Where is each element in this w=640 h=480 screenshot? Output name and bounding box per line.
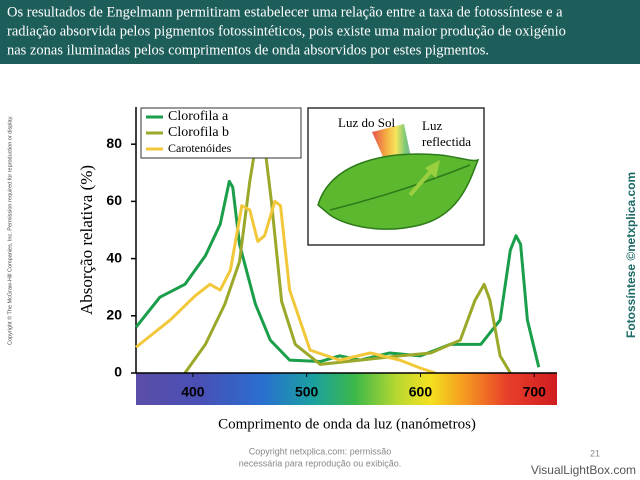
header-band (0, 0, 640, 64)
header-text: radiação absorvida pelos pigmentos fotos… (7, 23, 566, 39)
series-line (183, 131, 512, 374)
x-tick-label: 400 (181, 384, 205, 400)
page-number: 21 (590, 448, 600, 458)
side-copyright: Copyright © The McGraw-Hill Companies, I… (6, 115, 13, 345)
y-tick-label: 40 (106, 249, 122, 265)
x-tick-label: 700 (523, 384, 547, 400)
inset-reflected-label: reflectida (422, 134, 471, 149)
y-axis-label: Absorção relativa (%) (77, 165, 96, 315)
x-axis-label: Comprimento de onda da luz (nanómetros) (218, 416, 476, 432)
x-tick-label: 500 (295, 384, 319, 400)
y-tick-label: 0 (114, 364, 122, 380)
inset-reflected-label: Luz (422, 118, 442, 133)
legend-box (140, 107, 302, 159)
legend-label: Carotenóides (168, 141, 232, 155)
header-text: Os resultados de Engelmann permitiram es… (7, 4, 563, 20)
chart: 0 20 40 60 80 400 500 600 700 Comprimento de onda… (77, 107, 557, 432)
y-tick-label: 60 (106, 192, 122, 208)
y-tick-label: 20 (106, 306, 122, 322)
inset-sun-label: Luz do Sol (338, 115, 395, 130)
series-line (135, 199, 436, 375)
footer-text: Copyright netxplica.com: permissão (249, 446, 392, 456)
legend-label: Clorofila a (168, 109, 229, 124)
series-line (134, 179, 541, 368)
x-tick-label: 600 (409, 384, 433, 400)
spectrum-bar (136, 373, 557, 405)
side-brand: Fotossíntese ©netxplica.com (624, 172, 638, 338)
y-tick-label: 80 (106, 135, 122, 151)
legend-label: Clorofila b (168, 125, 229, 140)
header-text: nas zonas iluminadas pelos comprimentos … (7, 42, 489, 58)
inset: Luz do Sol Luz reflectida (307, 107, 485, 246)
footer-text: necessária para reprodução ou exibição. (239, 458, 402, 468)
brand: VisualLightBox.com (531, 463, 636, 477)
